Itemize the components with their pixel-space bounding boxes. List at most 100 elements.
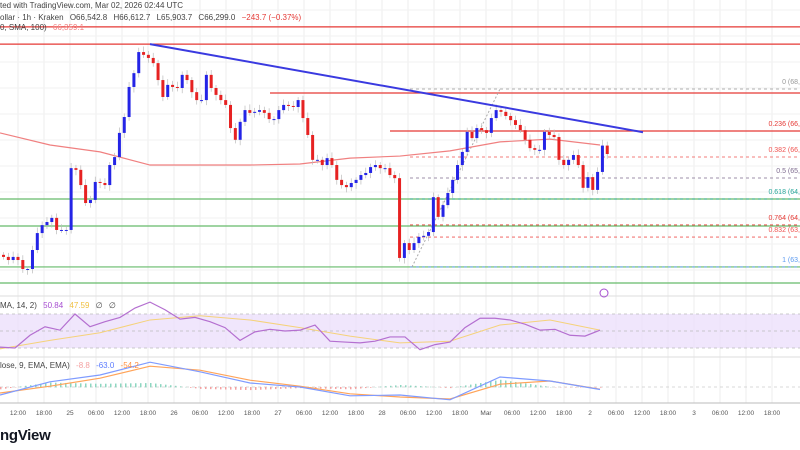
macd-histogram-bar — [160, 384, 162, 388]
macd-histogram-bar — [90, 383, 92, 388]
candle — [373, 165, 377, 168]
macd-histogram-bar — [75, 383, 77, 388]
macd-histogram-bar — [440, 387, 442, 388]
candle — [552, 134, 556, 138]
price-chart[interactable] — [0, 0, 800, 420]
macd-legend: lose, 9, EMA, EMA) -8.8 -63.0 -54.2 — [0, 361, 143, 370]
candle — [509, 115, 513, 121]
macd-histogram-bar — [150, 383, 152, 388]
macd-histogram-bar — [70, 383, 72, 388]
macd-histogram-bar — [265, 387, 267, 390]
candle — [84, 185, 88, 204]
candle — [224, 100, 228, 105]
candle — [320, 159, 324, 166]
macd-histogram-bar — [470, 384, 472, 388]
macd-histogram-bar — [495, 380, 497, 388]
macd-histogram-bar — [525, 383, 527, 388]
candle — [45, 222, 49, 226]
symbol-name: ollar · 1h · Kraken — [0, 13, 64, 22]
tradingview-logo[interactable]: ngView — [0, 427, 51, 444]
candle — [465, 131, 469, 152]
macd-histogram-bar — [110, 383, 112, 388]
candle — [209, 74, 213, 88]
macd-histogram-bar — [475, 383, 477, 388]
ohlc-low: L65,903.7 — [156, 13, 193, 22]
fib-label-0: 0 (68,181) — [782, 79, 800, 86]
candle — [470, 131, 474, 139]
candle — [315, 159, 319, 161]
candle — [596, 171, 600, 190]
candle — [388, 168, 392, 176]
sma-value: 66,359.1 — [52, 23, 85, 32]
time-tick: 18:00 — [347, 410, 365, 417]
macd-histogram-bar — [595, 387, 597, 388]
ohlc-high: H66,612.7 — [113, 13, 151, 22]
macd-histogram-bar — [170, 385, 172, 388]
macd-histogram-bar — [200, 387, 202, 389]
candle — [364, 172, 368, 176]
candle — [50, 217, 54, 223]
candle — [325, 158, 329, 166]
macd-histogram-bar — [0, 387, 2, 390]
candle — [2, 254, 5, 257]
rsi-label: MA, 14, 2) — [0, 301, 37, 310]
candle — [229, 104, 233, 129]
created-text: ted with TradingView.com, Mar 02, 2026 0… — [0, 1, 184, 10]
sma-label: 0, SMA, 100) — [0, 23, 47, 32]
candle — [398, 178, 402, 258]
candle — [214, 87, 218, 95]
time-tick: 12:00 — [9, 410, 27, 417]
time-tick: 18:00 — [451, 410, 469, 417]
time-tick: 28 — [378, 410, 386, 417]
macd-histogram-bar — [120, 383, 122, 388]
macd-histogram-bar — [320, 387, 322, 389]
macd-histogram-bar — [350, 387, 352, 390]
macd-histogram-bar — [315, 387, 317, 389]
macd-histogram-bar — [345, 387, 347, 390]
macd-histogram-bar — [485, 382, 487, 388]
time-tick: 06:00 — [607, 410, 625, 417]
time-tick: 18:00 — [243, 410, 261, 417]
candle — [233, 128, 237, 140]
candle — [195, 92, 199, 101]
time-tick: 12:00 — [425, 410, 443, 417]
time-tick: Mar — [480, 410, 492, 417]
macd-histogram-bar — [215, 387, 217, 390]
time-tick: 18:00 — [35, 410, 53, 417]
price-change: −243.7 (−0.37%) — [241, 13, 302, 22]
rsi-ma-line — [0, 315, 601, 350]
time-tick: 06:00 — [711, 410, 729, 417]
candle — [11, 256, 15, 261]
macd-histogram-bar — [410, 385, 412, 388]
candle — [137, 52, 141, 74]
time-tick: 18:00 — [139, 410, 157, 417]
candle — [291, 105, 295, 107]
macd-histogram-bar — [580, 387, 582, 388]
macd-histogram-bar — [535, 384, 537, 388]
candle — [485, 130, 488, 133]
time-tick: 06:00 — [87, 410, 105, 417]
macd-histogram-bar — [260, 387, 262, 390]
macd-histogram-bar — [40, 383, 42, 388]
macd-histogram-bar — [500, 379, 502, 388]
macd-histogram-bar — [165, 384, 167, 388]
macd-histogram-bar — [100, 383, 102, 388]
time-tick: 12:00 — [737, 410, 755, 417]
candle — [581, 165, 585, 188]
candle — [122, 117, 126, 133]
candle — [98, 181, 102, 183]
macd-histogram-bar — [510, 381, 512, 388]
candle — [489, 118, 493, 133]
macd-histogram-bar — [20, 386, 22, 388]
fib-label-0.832: 0.832 (63,895) — [768, 227, 800, 235]
candle — [306, 118, 310, 135]
candle — [175, 86, 179, 88]
candle — [30, 250, 34, 269]
candle — [40, 225, 44, 234]
time-tick: 18:00 — [555, 410, 573, 417]
macd-histogram-bar — [115, 383, 117, 388]
candle — [427, 232, 431, 236]
macd-histogram-bar — [370, 387, 372, 388]
candle — [600, 145, 604, 172]
candle — [166, 84, 170, 97]
